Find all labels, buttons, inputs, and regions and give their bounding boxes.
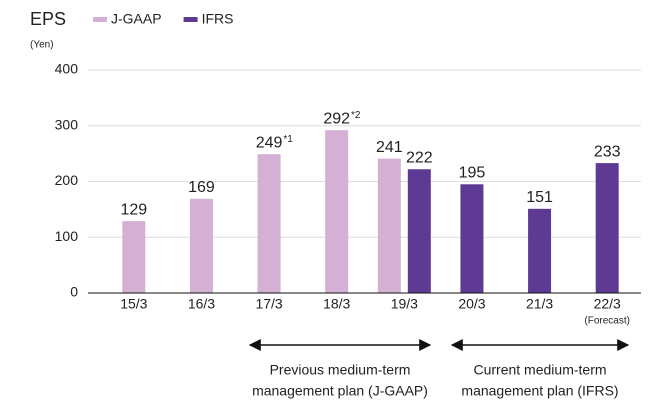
value-label: 292 (323, 110, 350, 127)
y-tick-label: 100 (55, 228, 79, 244)
y-tick-label: 400 (55, 61, 79, 77)
legend-label: J-GAAP (111, 11, 162, 27)
x-tick-label: 22/3 (594, 296, 621, 312)
value-label: 151 (526, 189, 553, 206)
value-label: 241 (376, 139, 403, 156)
value-label: 195 (459, 165, 486, 182)
value-label: 233 (594, 143, 621, 160)
x-tick-label: 15/3 (120, 296, 147, 312)
annotation: Current medium-term (473, 362, 606, 378)
legend: J-GAAP IFRS (93, 11, 233, 27)
bar (528, 208, 552, 293)
value-label: 249 (256, 134, 283, 151)
x-tick-label: 21/3 (526, 296, 553, 312)
legend-swatch (183, 17, 198, 22)
bar (325, 130, 349, 293)
bar (407, 169, 431, 293)
value-label: 222 (406, 149, 433, 166)
chart-title: EPS (30, 9, 66, 29)
x-tick-note: (Forecast) (584, 316, 630, 327)
bar (460, 184, 484, 293)
x-tick-label: 18/3 (323, 296, 350, 312)
y-axis-label: (Yen) (30, 40, 54, 51)
y-tick-label: 0 (70, 284, 78, 300)
bar (595, 163, 619, 293)
bar (189, 198, 213, 293)
bar (122, 221, 146, 293)
annotation: management plan (J-GAAP) (252, 383, 428, 399)
x-tick-label: 16/3 (188, 296, 215, 312)
annotation: management plan (IFRS) (461, 383, 618, 399)
x-tick-label: 20/3 (458, 296, 485, 312)
x-tick-label: 19/3 (391, 296, 418, 312)
y-tick-label: 300 (55, 116, 79, 132)
legend-label: IFRS (202, 11, 234, 27)
bar (377, 158, 401, 293)
value-label: 169 (188, 179, 215, 196)
annotation: Previous medium-term (270, 362, 411, 378)
footnote-mark: *2 (351, 110, 361, 121)
y-tick-label: 200 (55, 172, 79, 188)
bar (257, 154, 281, 293)
footnote-mark: *1 (283, 134, 293, 145)
x-tick-label: 17/3 (255, 296, 282, 312)
legend-swatch (93, 17, 107, 22)
value-label: 129 (120, 201, 147, 218)
